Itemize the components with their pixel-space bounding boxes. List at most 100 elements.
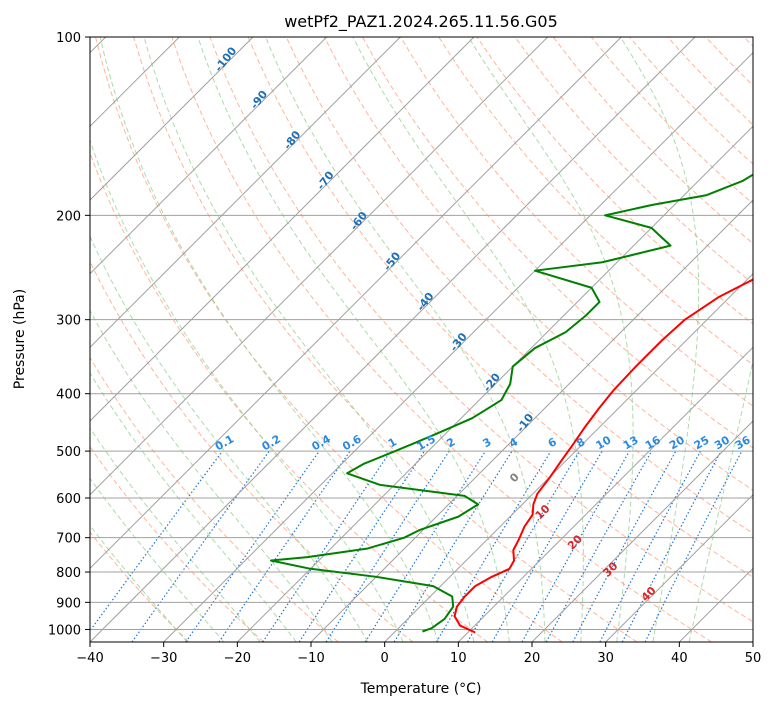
background-lines: [0, 37, 775, 642]
mixing-ratio-line: [645, 451, 742, 642]
mixing-ratio-label: 13: [621, 433, 641, 452]
dry-adiabat-line: [172, 37, 712, 642]
isotherm-line: [0, 37, 474, 642]
moist-adiabat-line: [32, 37, 368, 642]
dry-adiabat-line: [0, 37, 189, 642]
y-tick-label: 1000: [48, 623, 81, 638]
dry-adiabat-label: -60: [348, 209, 371, 233]
x-axis: −40 −30 −20 −10 0 10 20 30 40 50: [76, 642, 761, 666]
moist-adiabat-label: 0: [507, 470, 522, 485]
dry-adiabat-line: [0, 37, 264, 642]
isotherm-line: [385, 37, 775, 642]
x-tick-label: 30: [597, 651, 614, 666]
dry-adiabat-line: [134, 37, 637, 642]
x-tick-label: 10: [450, 651, 467, 666]
mixing-ratio-label: 3: [480, 435, 493, 450]
dry-adiabat-label: -100: [212, 44, 239, 74]
isotherm-line: [16, 37, 621, 642]
dry-adiabat-label: -80: [281, 128, 304, 152]
dry-adiabat-label: -40: [414, 290, 437, 314]
isotherm-line: [753, 37, 775, 642]
moist-adiabat-label: 40: [639, 584, 659, 604]
mixing-ratio-label: 0.4: [310, 432, 334, 453]
mixing-ratio-label: 0.1: [213, 432, 236, 453]
y-axis: 100 200 300 400 500 600 700 800 900 1000: [48, 31, 90, 638]
moist-adiabat-line: [4, 37, 332, 642]
moist-adiabat-line: [0, 37, 224, 642]
mixing-ratio-line: [436, 451, 550, 642]
dewpoint-line: [271, 37, 775, 632]
mixing-ratio-label: 8: [574, 435, 587, 450]
sounding-series: [271, 37, 775, 633]
mixing-ratio-line: [622, 451, 721, 642]
dry-adiabat-line: [744, 37, 775, 642]
dry-adiabat-label: -10: [514, 411, 537, 435]
x-tick-label: 50: [745, 651, 762, 666]
dry-adiabat-line: [439, 37, 775, 642]
temperature-line: [455, 37, 775, 633]
mixing-ratio-label: 10: [594, 433, 614, 452]
isotherm-line: [0, 37, 327, 642]
mixing-ratio-line: [573, 451, 676, 642]
dry-adiabat-line: [477, 37, 775, 642]
x-tick-label: −40: [76, 651, 103, 666]
isotherm-line: [90, 37, 695, 642]
mixing-ratio-label: 2: [444, 435, 457, 450]
dry-adiabat-line: [706, 37, 775, 642]
isotherm-line: [237, 37, 775, 642]
y-tick-label: 600: [56, 492, 81, 507]
isotherm-line: [0, 37, 400, 642]
isotherm-line: [458, 37, 775, 642]
mixing-ratio-label: 6: [546, 435, 559, 450]
mixing-ratio-label: 30: [712, 433, 732, 452]
y-tick-label: 700: [56, 532, 81, 547]
moist-adiabat-line: [0, 37, 260, 642]
dry-adiabat-label: -50: [381, 249, 404, 273]
moist-adiabat-label: 20: [565, 532, 585, 552]
y-axis-label: Pressure (hPa): [12, 289, 28, 389]
mixing-ratio-line: [326, 451, 449, 642]
x-axis-label: Temperature (°C): [360, 681, 482, 697]
dry-adiabat-line: [668, 37, 775, 642]
y-tick-label: 400: [56, 388, 81, 403]
chart-title: wetPf2_PAZ1.2024.265.11.56.G05: [284, 12, 558, 32]
y-tick-label: 100: [56, 31, 81, 46]
mixing-ratio-label: 0.2: [260, 432, 283, 453]
y-tick-label: 900: [56, 596, 81, 611]
mixing-ratio-label: 1: [386, 435, 399, 450]
dry-adiabat-line: [591, 37, 775, 642]
x-tick-label: 40: [671, 651, 688, 666]
y-tick-label: 800: [56, 566, 81, 581]
x-tick-label: −30: [150, 651, 177, 666]
isotherm-line: [532, 37, 775, 642]
x-tick-label: 0: [381, 651, 389, 666]
mixing-ratio-line: [394, 451, 512, 642]
moist-adiabat-line: [0, 37, 187, 642]
dry-adiabat-line: [0, 37, 338, 642]
moist-adiabat-line: [689, 37, 775, 642]
mixing-ratio-label: 4: [507, 435, 520, 450]
dry-adiabat-line: [57, 37, 487, 642]
mixing-ratio-label: 16: [643, 433, 663, 452]
mixing-ratio-line: [600, 451, 701, 642]
x-tick-label: −10: [297, 651, 324, 666]
mixing-ratio-line: [219, 451, 350, 642]
mixing-ratio-label: 0.6: [340, 432, 364, 453]
mixing-ratio-line: [546, 451, 651, 642]
y-tick-label: 300: [56, 314, 81, 329]
dry-adiabat-label: -70: [314, 168, 337, 192]
dry-adiabat-label: -20: [481, 370, 504, 394]
y-tick-label: 500: [56, 445, 81, 460]
mixing-ratio-line: [82, 451, 223, 642]
y-tick-label: 200: [56, 209, 81, 224]
moist-adiabat-label: 10: [533, 502, 553, 522]
x-tick-label: −20: [224, 651, 251, 666]
grid-lines: [0, 37, 775, 642]
moist-adiabat-label: 30: [601, 559, 621, 579]
mixing-ratio-label: 20: [667, 433, 687, 452]
x-tick-label: 20: [524, 651, 541, 666]
dry-adiabat-label: -90: [248, 88, 271, 112]
isotherm-line: [679, 37, 775, 642]
